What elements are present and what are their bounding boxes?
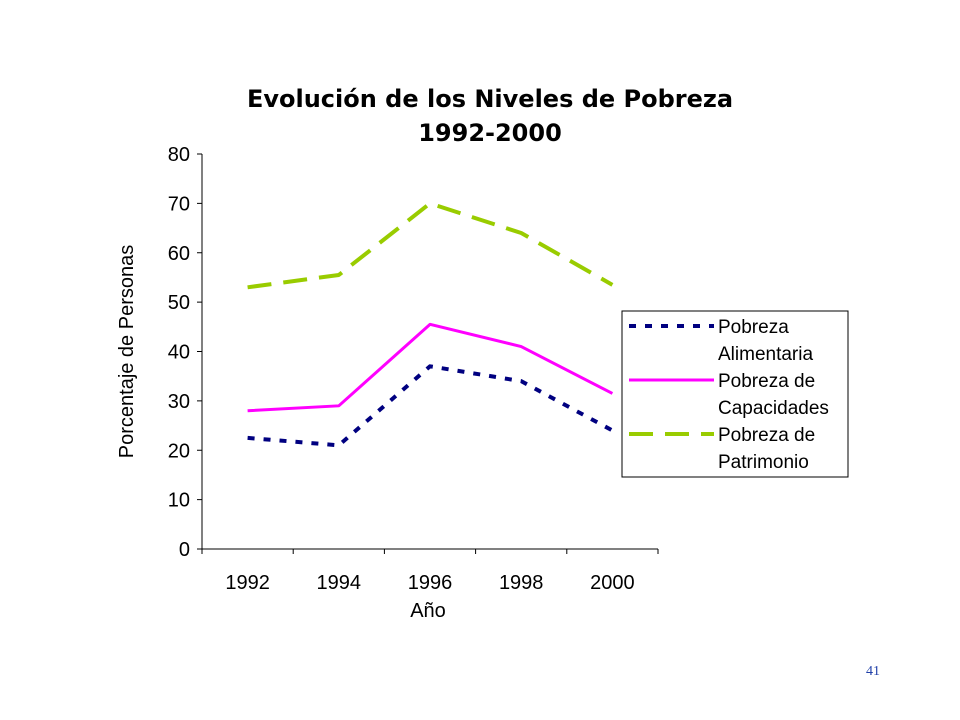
chart-title: Evolución de los Niveles de Pobreza: [246, 85, 734, 113]
y-axis-title: Porcentaje de Personas: [116, 245, 138, 458]
y-tick-label: 10: [168, 490, 190, 512]
legend-label: Alimentaria: [718, 344, 813, 365]
series-line-3: [247, 201, 614, 290]
x-axis-title: Año: [410, 600, 446, 622]
y-tick-label: 60: [168, 243, 190, 265]
legend-label: Pobreza de: [718, 371, 815, 392]
legend-label: Pobreza: [718, 317, 789, 338]
legend-label: Pobreza de: [718, 425, 815, 446]
y-tick-label: 70: [168, 193, 190, 215]
y-tick-label: 40: [168, 342, 190, 364]
y-tick-label: 50: [168, 292, 190, 314]
y-tick-label: 20: [168, 440, 190, 462]
chart-title-block: Evolución de los Niveles de Pobreza 1992…: [200, 82, 780, 150]
x-tick-label: 1996: [408, 572, 453, 594]
legend-label: Patrimonio: [718, 452, 809, 473]
legend-label: Capacidades: [718, 398, 829, 419]
x-tick-label: 1998: [499, 572, 544, 594]
series-line-1: [247, 364, 614, 448]
x-tick-label: 1992: [225, 572, 270, 594]
chart-subtitle: 1992-2000: [418, 119, 562, 147]
series-line-2: [247, 322, 614, 413]
y-tick-label: 30: [168, 391, 190, 413]
x-tick-label: 2000: [590, 572, 635, 594]
legend-box: [621, 310, 849, 478]
page-number: 41: [866, 664, 880, 679]
y-tick-label: 0: [179, 539, 190, 561]
x-tick-label: 1994: [317, 572, 362, 594]
y-tick-label: 80: [168, 144, 190, 166]
